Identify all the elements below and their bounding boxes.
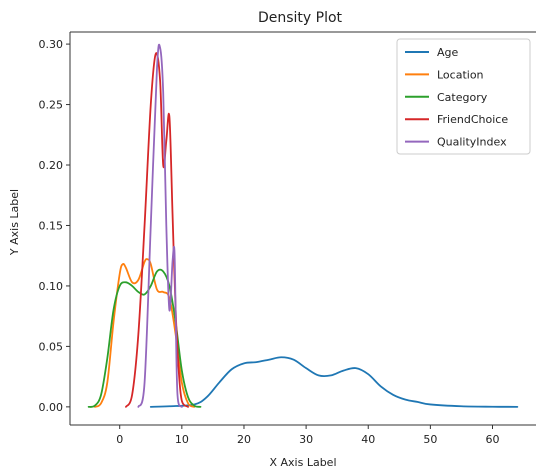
series-line-qualityindex — [137, 43, 183, 408]
y-tick-label: 0.05 — [39, 340, 64, 353]
x-tick-label: 40 — [361, 433, 375, 446]
legend-label: Category — [437, 91, 488, 104]
x-tick-label: 20 — [237, 433, 251, 446]
y-tick-label: 0.20 — [39, 159, 64, 172]
x-tick-label: 30 — [299, 433, 313, 446]
series-line-category — [87, 268, 202, 408]
y-tick-label: 0.15 — [39, 219, 64, 232]
y-axis-label: Y Axis Label — [8, 189, 21, 256]
axes-frame — [69, 31, 536, 426]
chart-title: Density Plot — [258, 10, 343, 26]
x-tick-label: 60 — [486, 433, 500, 446]
legend-label: QualityIndex — [437, 136, 507, 149]
legend-label: Age — [437, 46, 459, 59]
x-axis: 0 10 20 30 40 50 60 — [116, 425, 500, 446]
legend-label: FriendChoice — [437, 113, 508, 126]
x-tick-label: 50 — [423, 433, 437, 446]
y-tick-label: 0.00 — [39, 401, 64, 414]
y-axis: 0.00 0.05 0.10 0.15 0.20 0.25 0.30 — [39, 38, 70, 414]
series-layer — [87, 43, 519, 408]
legend-box — [396, 38, 531, 155]
legend-label: Location — [437, 68, 484, 81]
x-axis-label: X Axis Label — [269, 456, 336, 469]
y-tick-label: 0.10 — [39, 280, 64, 293]
y-tick-label: 0.25 — [39, 99, 64, 112]
x-tick-label: 0 — [116, 433, 123, 446]
series-line-age — [149, 356, 519, 408]
y-tick-label: 0.30 — [39, 38, 64, 51]
x-tick-label: 10 — [175, 433, 189, 446]
legend: Age Location Category FriendChoice QualityIn… — [396, 38, 531, 155]
